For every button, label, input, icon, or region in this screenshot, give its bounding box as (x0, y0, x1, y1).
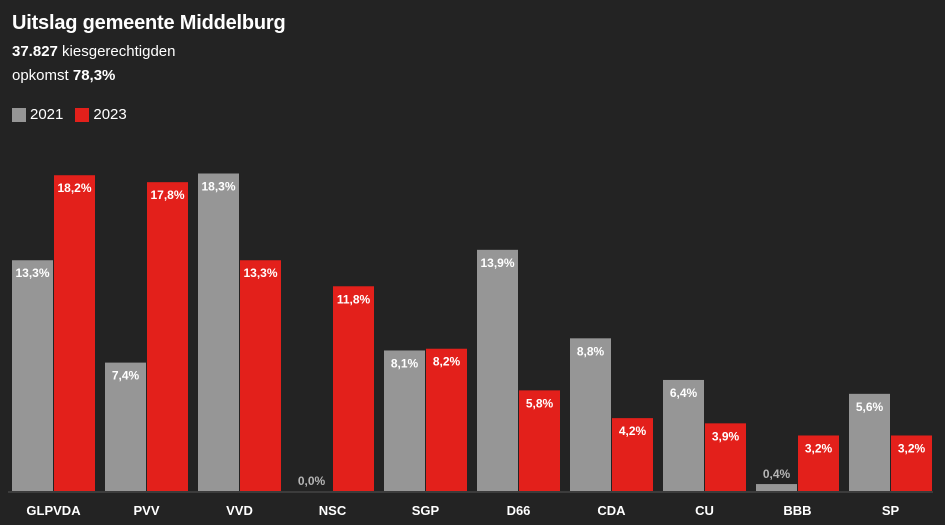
data-label-2021-cda: 8,8% (577, 344, 605, 358)
data-label-2023-bbb: 3,2% (805, 441, 833, 455)
data-label-2023-d66: 5,8% (526, 396, 554, 410)
data-label-2023-cu: 3,9% (712, 429, 740, 443)
data-label-2023-sgp: 8,2% (433, 355, 461, 369)
voters-line: 37.827 kiesgerechtigden (12, 43, 175, 60)
bar-2021-d66 (477, 249, 518, 491)
bar-2021-vvd (198, 173, 239, 491)
data-label-2021-cu: 6,4% (670, 386, 698, 400)
data-label-2021-vvd: 18,3% (201, 179, 235, 193)
legend-swatch-2023 (75, 107, 90, 122)
legend-label-2021: 2021 (30, 106, 64, 123)
legend-label-2023: 2023 (93, 106, 127, 123)
bar-2021-glpvda (12, 260, 53, 491)
data-label-2021-d66: 13,9% (480, 256, 514, 270)
turnout-value: 78,3% (72, 67, 116, 84)
voters-value: 37.827 (12, 43, 58, 60)
voters-label: kiesgerechtigden (57, 43, 176, 60)
x-tick-label: CU (695, 503, 714, 518)
data-label-2023-cda: 4,2% (619, 424, 647, 438)
bar-2023-sgp (426, 348, 467, 491)
data-label-2023-pvv: 17,8% (150, 188, 184, 202)
bar-2023-cu (705, 423, 746, 491)
bar-2023-sp (891, 435, 932, 491)
bar-2021-pvv (105, 362, 146, 491)
bar-2023-cda (612, 418, 653, 491)
x-tick-label: BBB (783, 503, 811, 518)
legend-item-2023: 2023 (75, 106, 127, 123)
data-label-2023-sp: 3,2% (898, 441, 926, 455)
turnout-line: opkomst 78,3% (12, 67, 115, 84)
data-label-2021-sp: 5,6% (856, 400, 884, 414)
chart-title: Uitslag gemeente Middelburg (12, 12, 286, 34)
bar-2021-sp (849, 393, 890, 491)
bar-2023-pvv (147, 182, 188, 492)
x-axis-baseline (8, 491, 933, 493)
data-label-2021-bbb: 0,4% (763, 467, 791, 481)
bar-2023-bbb (798, 435, 839, 491)
data-label-2021-pvv: 7,4% (112, 369, 140, 383)
bar-2021-bbb (756, 484, 797, 491)
bar-2021-sgp (384, 350, 425, 491)
x-tick-label: GLPVDA (26, 503, 81, 518)
x-tick-label: SP (882, 503, 900, 518)
bar-2021-cda (570, 338, 611, 491)
data-label-2021-nsc: 0,0% (298, 474, 326, 488)
bar-2023-nsc (333, 286, 374, 491)
turnout-label: opkomst (12, 67, 73, 84)
data-label-2023-nsc: 11,8% (337, 292, 371, 306)
data-label-2023-vvd: 13,3% (243, 266, 277, 280)
data-label-2023-glpvda: 18,2% (57, 181, 91, 195)
x-tick-label: NSC (319, 503, 347, 518)
data-label-2021-sgp: 8,1% (391, 356, 419, 370)
legend-swatch-2021 (12, 107, 26, 122)
x-tick-label: PVV (133, 503, 159, 518)
x-tick-label: SGP (412, 503, 440, 518)
x-tick-label: VVD (226, 503, 253, 518)
x-tick-label: D66 (507, 503, 531, 518)
x-tick-label: CDA (597, 503, 626, 518)
data-label-2021-glpvda: 13,3% (15, 266, 49, 280)
bar-2023-d66 (519, 390, 560, 491)
legend-item-2021: 2021 (12, 106, 63, 123)
bar-2023-glpvda (54, 175, 95, 492)
bar-2021-cu (663, 379, 704, 491)
bar-2023-vvd (240, 260, 281, 491)
legend: 2021 2023 (12, 106, 139, 123)
